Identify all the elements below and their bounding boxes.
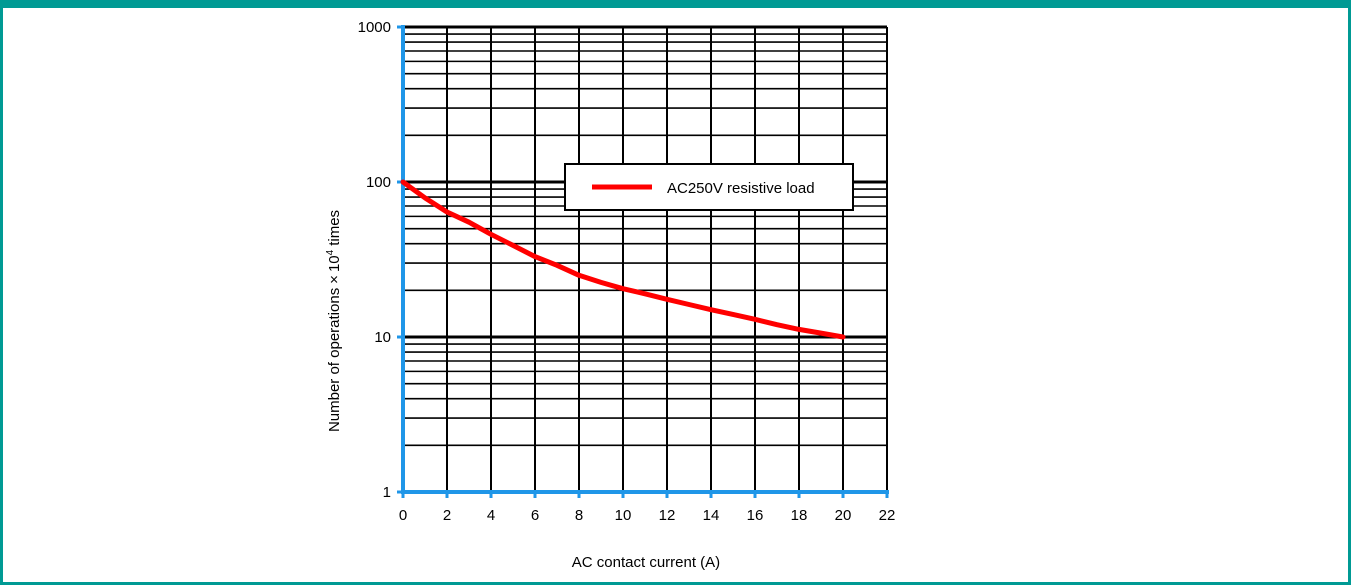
y-tick-label: 10 (374, 329, 391, 346)
series (400, 179, 846, 340)
x-tick-label: 8 (575, 507, 583, 524)
x-tick-label: 10 (615, 507, 632, 524)
x-tick-label: 6 (531, 507, 539, 524)
series-line-ac250v (400, 179, 846, 340)
x-tick-label: 20 (835, 507, 852, 524)
x-axis-title: AC contact current (A) (572, 554, 720, 571)
x-tick-label: 4 (487, 507, 495, 524)
y-axis-title: Number of operations × 104 times (325, 210, 343, 432)
y-tick-label: 1000 (358, 19, 391, 36)
x-tick-label: 16 (747, 507, 764, 524)
x-tick-label: 14 (703, 507, 720, 524)
y-tick-label: 100 (366, 174, 391, 191)
x-tick-label: 22 (879, 507, 896, 524)
grid (403, 25, 888, 492)
tick-labels: 1 10 100 1000 0 2 4 6 8 10 12 14 16 18 20 22 (358, 19, 896, 524)
y-axis-title-suffix: times (326, 210, 343, 246)
x-tick-label: 12 (659, 507, 676, 524)
y-axis-title-times: × (326, 275, 343, 284)
x-tick-label: 18 (791, 507, 808, 524)
y-tick-label: 1 (383, 484, 391, 501)
legend: AC250V resistive load (564, 163, 854, 211)
y-axis-title-prefix: Number of operations (326, 288, 343, 432)
y-axis-title-exponent: 4 (325, 249, 336, 255)
axes (397, 25, 889, 498)
x-tick-label: 0 (399, 507, 407, 524)
x-tick-label: 2 (443, 507, 451, 524)
legend-label-ac250v: AC250V resistive load (667, 180, 815, 197)
y-axis-title-base: 10 (326, 255, 343, 272)
